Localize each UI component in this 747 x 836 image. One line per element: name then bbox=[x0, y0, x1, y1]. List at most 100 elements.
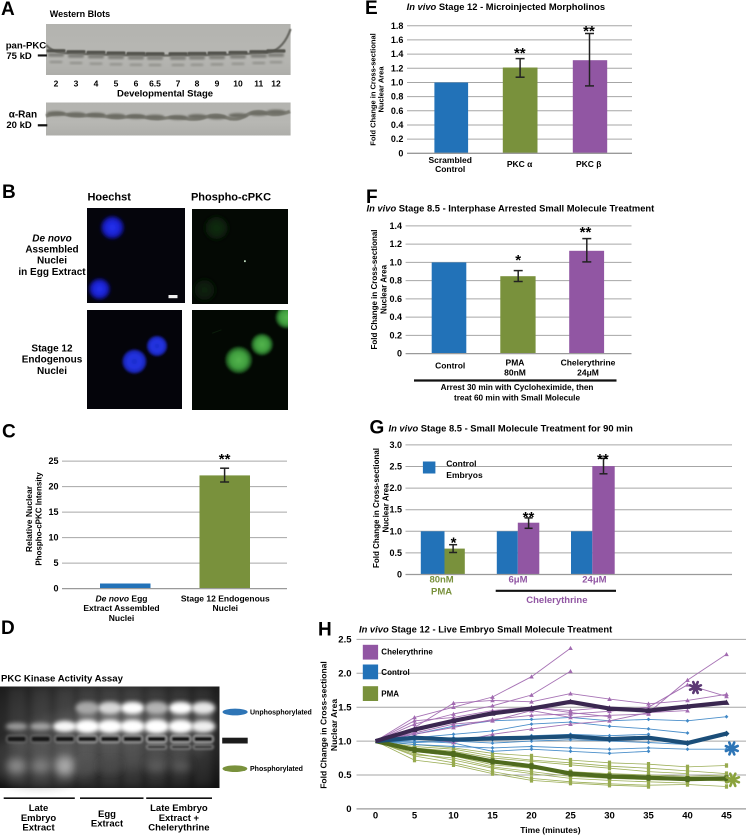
svg-text:6: 6 bbox=[134, 78, 139, 88]
svg-text:Endogenous: Endogenous bbox=[22, 355, 83, 366]
svg-text:Extract Assembled: Extract Assembled bbox=[83, 603, 159, 613]
svg-text:1.5: 1.5 bbox=[338, 702, 352, 713]
svg-text:20 kD: 20 kD bbox=[6, 120, 31, 131]
svg-text:0.4: 0.4 bbox=[389, 312, 402, 322]
svg-text:Late Embryo: Late Embryo bbox=[150, 803, 208, 814]
svg-text:Stage 12 Endogenous: Stage 12 Endogenous bbox=[181, 594, 270, 604]
svg-text:40: 40 bbox=[682, 811, 693, 822]
svg-text:3.0: 3.0 bbox=[389, 440, 402, 450]
svg-text:C: C bbox=[2, 422, 16, 443]
svg-text:7: 7 bbox=[176, 78, 181, 88]
svg-text:Relative Nuclear: Relative Nuclear bbox=[24, 485, 34, 552]
svg-text:0.8: 0.8 bbox=[391, 92, 404, 102]
svg-text:0: 0 bbox=[373, 811, 378, 822]
svg-text:80nM: 80nM bbox=[504, 368, 526, 378]
svg-text:1.8: 1.8 bbox=[391, 21, 404, 31]
svg-text:De novo Egg: De novo Egg bbox=[96, 594, 148, 604]
svg-text:D: D bbox=[1, 618, 15, 639]
svg-text:**: ** bbox=[580, 224, 592, 241]
svg-text:Nuclear Area: Nuclear Area bbox=[380, 264, 389, 314]
svg-text:0.5: 0.5 bbox=[389, 548, 402, 558]
svg-text:0: 0 bbox=[397, 349, 402, 359]
svg-text:Fold Change in Cross-sectional: Fold Change in Cross-sectional bbox=[370, 229, 379, 349]
svg-text:**: ** bbox=[219, 451, 231, 468]
svg-text:In vivo Stage 8.5 - Small Mole: In vivo Stage 8.5 - Small Molecule Treat… bbox=[389, 423, 634, 434]
svg-text:1.0: 1.0 bbox=[391, 78, 404, 88]
svg-text:Extract: Extract bbox=[22, 823, 55, 834]
svg-text:10: 10 bbox=[48, 533, 58, 543]
svg-text:0.8: 0.8 bbox=[389, 276, 402, 286]
svg-text:Phospho-cPKC Intensity: Phospho-cPKC Intensity bbox=[35, 472, 44, 566]
svg-text:8: 8 bbox=[195, 78, 200, 88]
svg-text:5: 5 bbox=[114, 78, 119, 88]
svg-text:PKC Kinase Activity Assay: PKC Kinase Activity Assay bbox=[1, 674, 124, 685]
svg-text:1.2: 1.2 bbox=[389, 239, 402, 249]
svg-text:0.4: 0.4 bbox=[391, 120, 404, 130]
svg-text:Control: Control bbox=[446, 459, 476, 469]
svg-text:Extract: Extract bbox=[91, 819, 124, 830]
svg-text:Nuclear Area: Nuclear Area bbox=[329, 699, 339, 751]
svg-text:0.2: 0.2 bbox=[389, 330, 402, 340]
svg-text:Nuclear Area: Nuclear Area bbox=[377, 66, 386, 113]
svg-text:Fold Change in Cross-sectional: Fold Change in Cross-sectional bbox=[369, 33, 378, 146]
svg-text:9: 9 bbox=[215, 78, 220, 88]
svg-text:80nM: 80nM bbox=[429, 575, 453, 586]
svg-text:Nuclear Area: Nuclear Area bbox=[382, 483, 391, 533]
svg-text:0.6: 0.6 bbox=[391, 106, 404, 116]
svg-text:11: 11 bbox=[254, 78, 263, 88]
svg-text:30: 30 bbox=[604, 811, 615, 822]
svg-text:Control: Control bbox=[435, 164, 465, 174]
svg-text:75 kD: 75 kD bbox=[6, 51, 31, 62]
svg-text:**: ** bbox=[583, 23, 595, 40]
svg-text:in Egg Extract: in Egg Extract bbox=[18, 267, 86, 278]
svg-text:3: 3 bbox=[74, 78, 79, 88]
svg-text:1.6: 1.6 bbox=[391, 35, 404, 45]
svg-text:2: 2 bbox=[54, 78, 59, 88]
svg-text:4: 4 bbox=[94, 78, 99, 88]
svg-text:1.4: 1.4 bbox=[391, 49, 404, 59]
svg-text:In vivo Stage 12 - Microinject: In vivo Stage 12 - Microinjected Morphol… bbox=[407, 1, 605, 12]
svg-text:Stage 12: Stage 12 bbox=[31, 344, 73, 355]
svg-text:2.0: 2.0 bbox=[389, 483, 402, 493]
svg-text:treat 60 min with Small Molecu: treat 60 min with Small Molecule bbox=[454, 394, 580, 403]
svg-text:Late: Late bbox=[29, 803, 49, 814]
svg-text:0.6: 0.6 bbox=[389, 294, 402, 304]
svg-text:5: 5 bbox=[412, 811, 418, 822]
svg-text:Nuclei: Nuclei bbox=[213, 603, 239, 613]
svg-text:0.2: 0.2 bbox=[391, 134, 404, 144]
svg-text:*: * bbox=[451, 534, 457, 551]
svg-text:A: A bbox=[1, 0, 15, 20]
svg-text:PKC β: PKC β bbox=[576, 159, 602, 169]
svg-text:B: B bbox=[2, 182, 16, 203]
svg-text:Chelerythrine: Chelerythrine bbox=[526, 595, 587, 606]
svg-text:Control: Control bbox=[435, 361, 465, 371]
svg-text:Chelerythrine: Chelerythrine bbox=[148, 823, 209, 834]
svg-text:Embryo: Embryo bbox=[21, 813, 57, 824]
svg-text:25: 25 bbox=[48, 456, 58, 466]
svg-text:**: ** bbox=[523, 509, 535, 526]
svg-text:Nuclei: Nuclei bbox=[37, 366, 67, 377]
svg-text:Time (minutes): Time (minutes) bbox=[520, 825, 580, 835]
svg-text:**: ** bbox=[514, 45, 526, 62]
svg-text:35: 35 bbox=[643, 811, 654, 822]
svg-text:PMA: PMA bbox=[431, 587, 452, 598]
svg-text:Fold Change in Cross-sectional: Fold Change in Cross-sectional bbox=[372, 448, 381, 568]
svg-text:F: F bbox=[366, 187, 378, 208]
svg-text:In vivo Stage 12 - Live Embryo: In vivo Stage 12 - Live Embryo Small Mol… bbox=[359, 624, 612, 635]
svg-text:Phosphorylated: Phosphorylated bbox=[250, 766, 303, 773]
svg-text:PKC α: PKC α bbox=[507, 159, 533, 169]
svg-text:Nuclei: Nuclei bbox=[109, 613, 135, 623]
svg-text:24μM: 24μM bbox=[582, 575, 606, 586]
svg-text:1.4: 1.4 bbox=[389, 221, 402, 231]
svg-text:0: 0 bbox=[346, 804, 351, 815]
svg-text:Chelerythrine: Chelerythrine bbox=[561, 358, 616, 368]
svg-text:24μM: 24μM bbox=[577, 368, 599, 378]
svg-text:0: 0 bbox=[397, 570, 402, 580]
svg-text:PMA: PMA bbox=[506, 358, 525, 368]
svg-text:G: G bbox=[370, 418, 385, 439]
svg-text:**: ** bbox=[597, 451, 609, 468]
svg-text:E: E bbox=[365, 0, 378, 19]
svg-text:*: * bbox=[515, 252, 521, 269]
svg-text:Hoechst: Hoechst bbox=[87, 191, 131, 203]
svg-text:0.5: 0.5 bbox=[338, 770, 352, 781]
